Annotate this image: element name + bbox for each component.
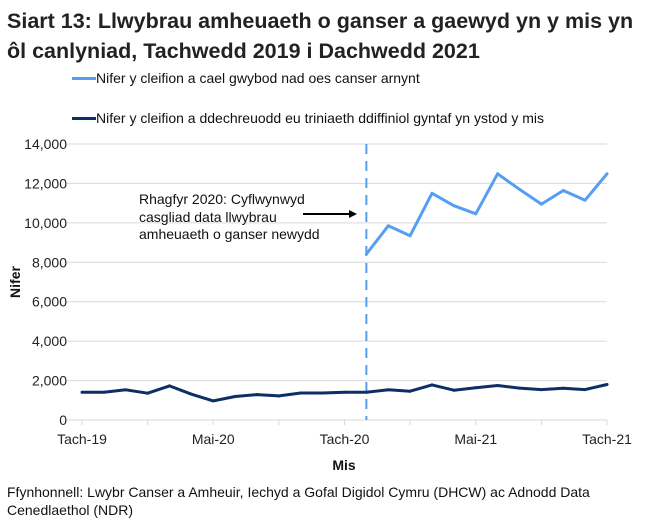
data-point bbox=[496, 384, 500, 387]
y-tick-label: 6,000 bbox=[32, 294, 67, 310]
data-point bbox=[277, 394, 281, 398]
data-point bbox=[233, 395, 237, 399]
data-point bbox=[452, 204, 456, 208]
data-point bbox=[408, 389, 412, 393]
data-point bbox=[343, 390, 346, 394]
data-point bbox=[386, 388, 390, 392]
data-point bbox=[561, 386, 565, 390]
data-point bbox=[474, 386, 478, 390]
legend-item-treatment: Nifer y cleifion a ddechreuodd eu trinia… bbox=[72, 109, 606, 127]
data-point bbox=[364, 390, 368, 394]
data-point bbox=[496, 172, 500, 176]
y-axis-title: Nifer bbox=[7, 266, 23, 298]
series-line-0 bbox=[365, 172, 609, 255]
data-point bbox=[408, 234, 412, 238]
data-point bbox=[386, 224, 390, 228]
data-point bbox=[364, 252, 368, 256]
annotation-arrowhead-icon bbox=[349, 210, 357, 218]
y-tick-label: 12,000 bbox=[24, 175, 67, 191]
data-point bbox=[452, 388, 456, 392]
data-point bbox=[605, 383, 609, 387]
legend-swatch-light-blue bbox=[72, 77, 96, 80]
x-tick-label: Mai-20 bbox=[192, 431, 235, 447]
data-point bbox=[583, 198, 587, 202]
data-point bbox=[518, 187, 521, 191]
data-point bbox=[518, 386, 521, 390]
chart-title: Siart 13: Llwybrau amheuaeth o ganser a … bbox=[7, 9, 634, 63]
data-point bbox=[321, 391, 325, 395]
legend-label: Nifer y cleifion a ddechreuodd eu trinia… bbox=[96, 110, 544, 126]
x-tick-label: Tach-21 bbox=[582, 431, 632, 447]
legend-swatch-dark-blue bbox=[72, 117, 96, 120]
data-point bbox=[539, 202, 543, 206]
data-point bbox=[102, 390, 106, 394]
data-point bbox=[583, 388, 587, 392]
data-point bbox=[474, 212, 478, 216]
data-point bbox=[168, 384, 171, 388]
source-note: Ffynhonnell: Lwybr Canser a Amheuir, Iec… bbox=[7, 484, 590, 518]
data-point bbox=[605, 172, 609, 176]
y-tick-label: 4,000 bbox=[32, 333, 67, 349]
data-point bbox=[146, 391, 150, 395]
data-point bbox=[80, 390, 84, 394]
y-tick-label: 14,000 bbox=[24, 136, 67, 152]
y-tick-label: 0 bbox=[59, 412, 67, 428]
data-point bbox=[430, 383, 434, 387]
annotation-text: Rhagfyr 2020: Cyflwynwyd casgliad data l… bbox=[139, 191, 320, 242]
x-tick-label: Tach-19 bbox=[57, 431, 107, 447]
data-point bbox=[539, 388, 543, 392]
x-axis-title: Mis bbox=[332, 457, 356, 473]
legend-label: Nifer y cleifion a cael gwybod nad oes c… bbox=[96, 70, 420, 86]
y-tick-label: 10,000 bbox=[24, 215, 67, 231]
legend-item-no-cancer: Nifer y cleifion a cael gwybod nad oes c… bbox=[72, 69, 606, 87]
data-point bbox=[561, 189, 565, 193]
data-point bbox=[430, 191, 434, 195]
data-point bbox=[211, 399, 215, 403]
data-point bbox=[299, 391, 303, 395]
x-tick-label: Tach-20 bbox=[320, 431, 370, 447]
x-tick-label: Mai-21 bbox=[454, 431, 497, 447]
y-tick-label: 8,000 bbox=[32, 254, 67, 270]
data-point bbox=[124, 388, 128, 392]
data-point bbox=[255, 393, 259, 397]
y-tick-label: 2,000 bbox=[32, 373, 67, 389]
data-point bbox=[189, 392, 193, 396]
